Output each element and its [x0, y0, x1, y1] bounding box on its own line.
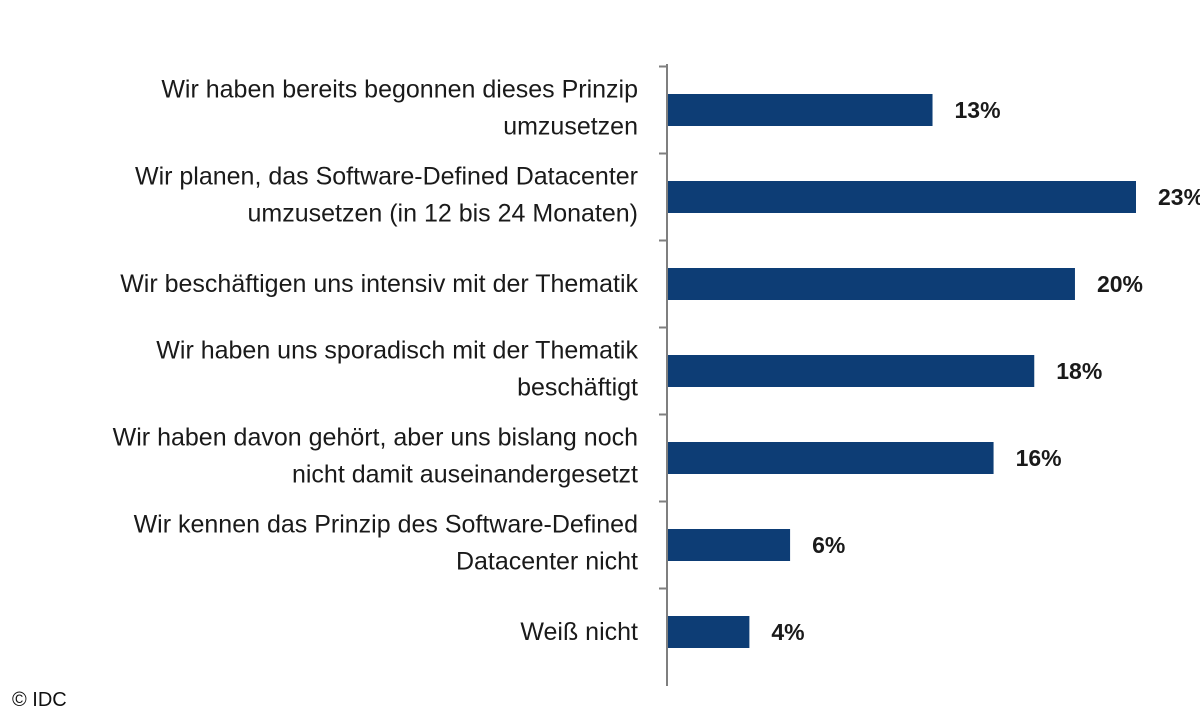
category-label: beschäftigt — [517, 374, 638, 402]
bar-value-label: 6% — [812, 532, 845, 558]
category-label: Wir haben davon gehört, aber uns bislang… — [113, 424, 638, 452]
bar — [668, 355, 1035, 387]
category-label: Datacenter nicht — [456, 548, 638, 576]
category-label: Weiß nicht — [520, 618, 638, 646]
bar — [668, 616, 750, 648]
bar-value-label: 13% — [955, 97, 1001, 123]
bar — [668, 268, 1075, 300]
copyright-credit: © IDC — [12, 689, 67, 711]
category-label: Wir planen, das Software-Defined Datacen… — [135, 163, 638, 191]
bar — [668, 529, 791, 561]
category-label: umzusetzen — [503, 113, 638, 141]
category-label: Wir haben uns sporadisch mit der Themati… — [156, 337, 638, 365]
bar-value-label: 20% — [1097, 271, 1143, 297]
category-label: Wir haben bereits begonnen dieses Prinzi… — [161, 76, 638, 104]
category-label: Wir beschäftigen uns intensiv mit der Th… — [120, 270, 638, 298]
bar — [668, 442, 994, 474]
category-label: Wir kennen das Prinzip des Software-Defi… — [134, 511, 638, 539]
category-label: nicht damit auseinandergesetzt — [292, 461, 638, 489]
bar-value-label: 23% — [1158, 184, 1200, 210]
bar-value-label: 16% — [1016, 445, 1062, 471]
bar — [668, 181, 1136, 213]
bar — [668, 94, 933, 126]
bar-value-label: 18% — [1056, 358, 1102, 384]
category-label: umzusetzen (in 12 bis 24 Monaten) — [248, 200, 639, 228]
bar-value-label: 4% — [771, 619, 804, 645]
